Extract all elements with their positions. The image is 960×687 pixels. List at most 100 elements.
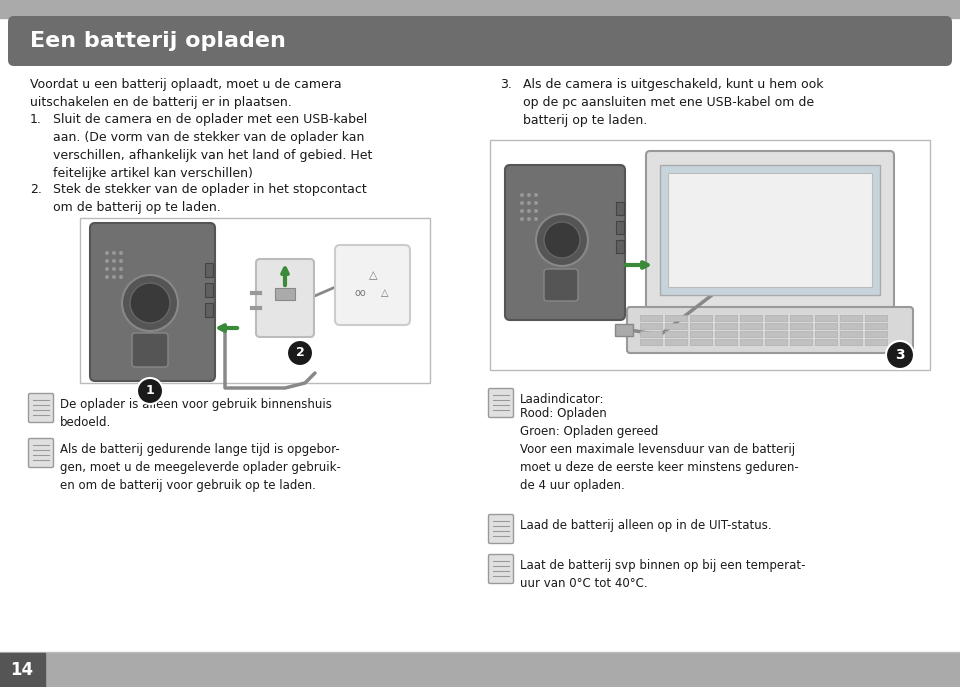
Bar xyxy=(865,339,887,345)
Circle shape xyxy=(112,251,116,255)
Bar xyxy=(0,0,960,18)
Text: Stek de stekker van de oplader in het stopcontact
om de batterij op te laden.: Stek de stekker van de oplader in het st… xyxy=(53,183,367,214)
Text: 1: 1 xyxy=(146,385,155,398)
Circle shape xyxy=(112,267,116,271)
Bar xyxy=(690,315,712,321)
Circle shape xyxy=(536,214,588,266)
FancyBboxPatch shape xyxy=(627,307,913,353)
Bar xyxy=(740,331,762,337)
FancyBboxPatch shape xyxy=(256,259,314,337)
Circle shape xyxy=(527,217,531,221)
Bar xyxy=(205,263,213,277)
Text: Laadindicator:: Laadindicator: xyxy=(520,393,605,406)
Circle shape xyxy=(527,209,531,213)
Text: oo: oo xyxy=(354,288,366,298)
Bar xyxy=(790,323,812,329)
Bar xyxy=(765,315,787,321)
Text: Sluit de camera en de oplader met een USB-kabel
aan. (De vorm van de stekker van: Sluit de camera en de oplader met een US… xyxy=(53,113,372,180)
Text: De oplader is alleen voor gebruik binnenshuis
bedoeld.: De oplader is alleen voor gebruik binnen… xyxy=(60,398,332,429)
Text: Als de camera is uitgeschakeld, kunt u hem ook
op de pc aansluiten met ene USB-k: Als de camera is uitgeschakeld, kunt u h… xyxy=(523,78,824,127)
Circle shape xyxy=(119,267,123,271)
Bar xyxy=(690,331,712,337)
Circle shape xyxy=(520,193,524,197)
FancyBboxPatch shape xyxy=(544,269,578,301)
Bar xyxy=(865,323,887,329)
Bar xyxy=(0,653,45,687)
Circle shape xyxy=(287,340,313,366)
Circle shape xyxy=(119,259,123,263)
FancyBboxPatch shape xyxy=(646,151,894,314)
Bar xyxy=(640,339,662,345)
Text: △: △ xyxy=(381,288,389,298)
Text: Laad de batterij alleen op in de UIT-status.: Laad de batterij alleen op in de UIT-sta… xyxy=(520,519,772,532)
FancyBboxPatch shape xyxy=(132,333,168,367)
Bar xyxy=(640,331,662,337)
Bar xyxy=(668,173,872,287)
Text: 2.: 2. xyxy=(30,183,42,196)
Bar xyxy=(665,323,687,329)
Circle shape xyxy=(534,209,538,213)
Bar xyxy=(815,331,837,337)
Bar xyxy=(865,331,887,337)
Bar xyxy=(840,339,862,345)
FancyBboxPatch shape xyxy=(29,394,54,423)
Bar xyxy=(840,315,862,321)
Circle shape xyxy=(534,193,538,197)
Bar xyxy=(615,324,633,336)
FancyBboxPatch shape xyxy=(29,438,54,467)
Bar xyxy=(740,339,762,345)
FancyBboxPatch shape xyxy=(505,165,625,320)
Bar xyxy=(205,283,213,297)
Circle shape xyxy=(886,341,914,369)
Bar xyxy=(640,315,662,321)
FancyBboxPatch shape xyxy=(80,218,430,383)
Bar xyxy=(690,323,712,329)
Text: 14: 14 xyxy=(11,661,34,679)
Text: 3.: 3. xyxy=(500,78,512,91)
Bar xyxy=(0,653,960,687)
Bar xyxy=(275,288,295,300)
Bar xyxy=(715,323,737,329)
Bar xyxy=(765,339,787,345)
Circle shape xyxy=(105,267,109,271)
Bar xyxy=(665,315,687,321)
Circle shape xyxy=(105,251,109,255)
Circle shape xyxy=(520,201,524,205)
Text: 2: 2 xyxy=(296,346,304,359)
Text: △: △ xyxy=(369,270,377,280)
Bar xyxy=(765,331,787,337)
Bar xyxy=(740,323,762,329)
FancyBboxPatch shape xyxy=(489,554,514,583)
Bar xyxy=(840,323,862,329)
Circle shape xyxy=(534,201,538,205)
Text: Voordat u een batterij oplaadt, moet u de camera
uitschakelen en de batterij er : Voordat u een batterij oplaadt, moet u d… xyxy=(30,78,342,109)
Circle shape xyxy=(130,283,170,323)
Bar xyxy=(616,240,624,253)
Circle shape xyxy=(112,275,116,279)
Bar xyxy=(205,303,213,317)
Bar xyxy=(640,323,662,329)
Circle shape xyxy=(105,275,109,279)
Circle shape xyxy=(119,275,123,279)
Bar xyxy=(690,339,712,345)
Bar xyxy=(790,339,812,345)
Circle shape xyxy=(520,217,524,221)
Bar xyxy=(840,331,862,337)
Bar xyxy=(790,315,812,321)
Bar xyxy=(665,331,687,337)
FancyBboxPatch shape xyxy=(489,389,514,418)
FancyBboxPatch shape xyxy=(335,245,410,325)
Bar xyxy=(815,315,837,321)
Text: Rood: Opladen
Groen: Opladen gereed
Voor een maximale levensduur van de batterij: Rood: Opladen Groen: Opladen gereed Voor… xyxy=(520,407,799,492)
Bar xyxy=(815,323,837,329)
Bar xyxy=(665,339,687,345)
Circle shape xyxy=(105,259,109,263)
Text: Een batterij opladen: Een batterij opladen xyxy=(30,31,286,51)
Bar xyxy=(765,323,787,329)
Circle shape xyxy=(520,209,524,213)
FancyBboxPatch shape xyxy=(90,223,215,381)
Circle shape xyxy=(119,251,123,255)
Circle shape xyxy=(527,193,531,197)
FancyBboxPatch shape xyxy=(490,140,930,370)
Circle shape xyxy=(544,222,580,258)
